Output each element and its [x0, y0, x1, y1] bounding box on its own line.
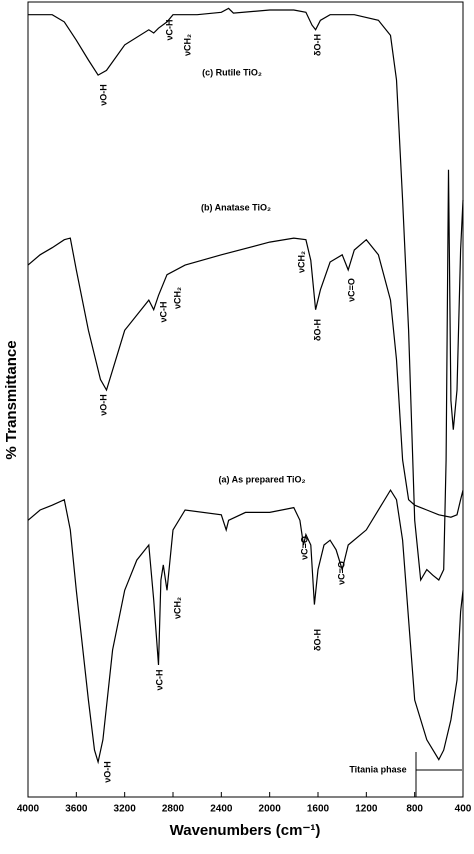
- annotation: νCH₂: [296, 251, 306, 273]
- x-tick-label: 2400: [210, 804, 233, 815]
- annotation: δO-H: [312, 34, 322, 56]
- x-tick-label: 3600: [65, 804, 88, 815]
- x-axis-title: Wavenumbers (cm⁻¹): [170, 822, 321, 839]
- annotation: νC=O: [299, 536, 309, 560]
- x-tick-label: 2000: [259, 804, 282, 815]
- annotation: δO-H: [312, 629, 322, 651]
- x-tick-label: 400: [455, 804, 472, 815]
- x-tick-label: 2800: [162, 804, 185, 815]
- annotation: νC-H: [158, 301, 168, 322]
- annotation: νC-H: [164, 19, 174, 40]
- x-tick-label: 1200: [355, 804, 378, 815]
- spectrum-line: [27, 488, 464, 765]
- annotation: Titania phase: [349, 764, 406, 774]
- annotation: νCH₂: [172, 597, 182, 619]
- x-tick-label: 3200: [114, 804, 137, 815]
- plot-frame: [27, 1, 464, 798]
- spectrum-line: [28, 7, 464, 582]
- y-axis-title: % Transmittance: [3, 340, 20, 459]
- x-tick-label: 800: [406, 804, 423, 815]
- annotation: νO-H: [98, 394, 108, 416]
- annotation: νC-H: [154, 669, 164, 690]
- series-label: (a) As prepared TiO₂: [218, 474, 305, 484]
- annotation: νC=O: [336, 561, 346, 585]
- annotation: νO-H: [102, 761, 112, 783]
- series-label: (b) Anatase TiO₂: [201, 202, 271, 212]
- spectrum-line: [27, 237, 464, 518]
- annotation: νCH₂: [172, 287, 182, 309]
- annotation: νCH₂: [182, 34, 192, 56]
- annotation: νO-H: [98, 84, 108, 106]
- annotation: νC=O: [346, 278, 356, 302]
- annotation: δO-H: [312, 319, 322, 341]
- x-tick-label: 4000: [17, 804, 40, 815]
- x-tick-label: 1600: [307, 804, 330, 815]
- series-label: (c) Rutile TiO₂: [202, 67, 262, 77]
